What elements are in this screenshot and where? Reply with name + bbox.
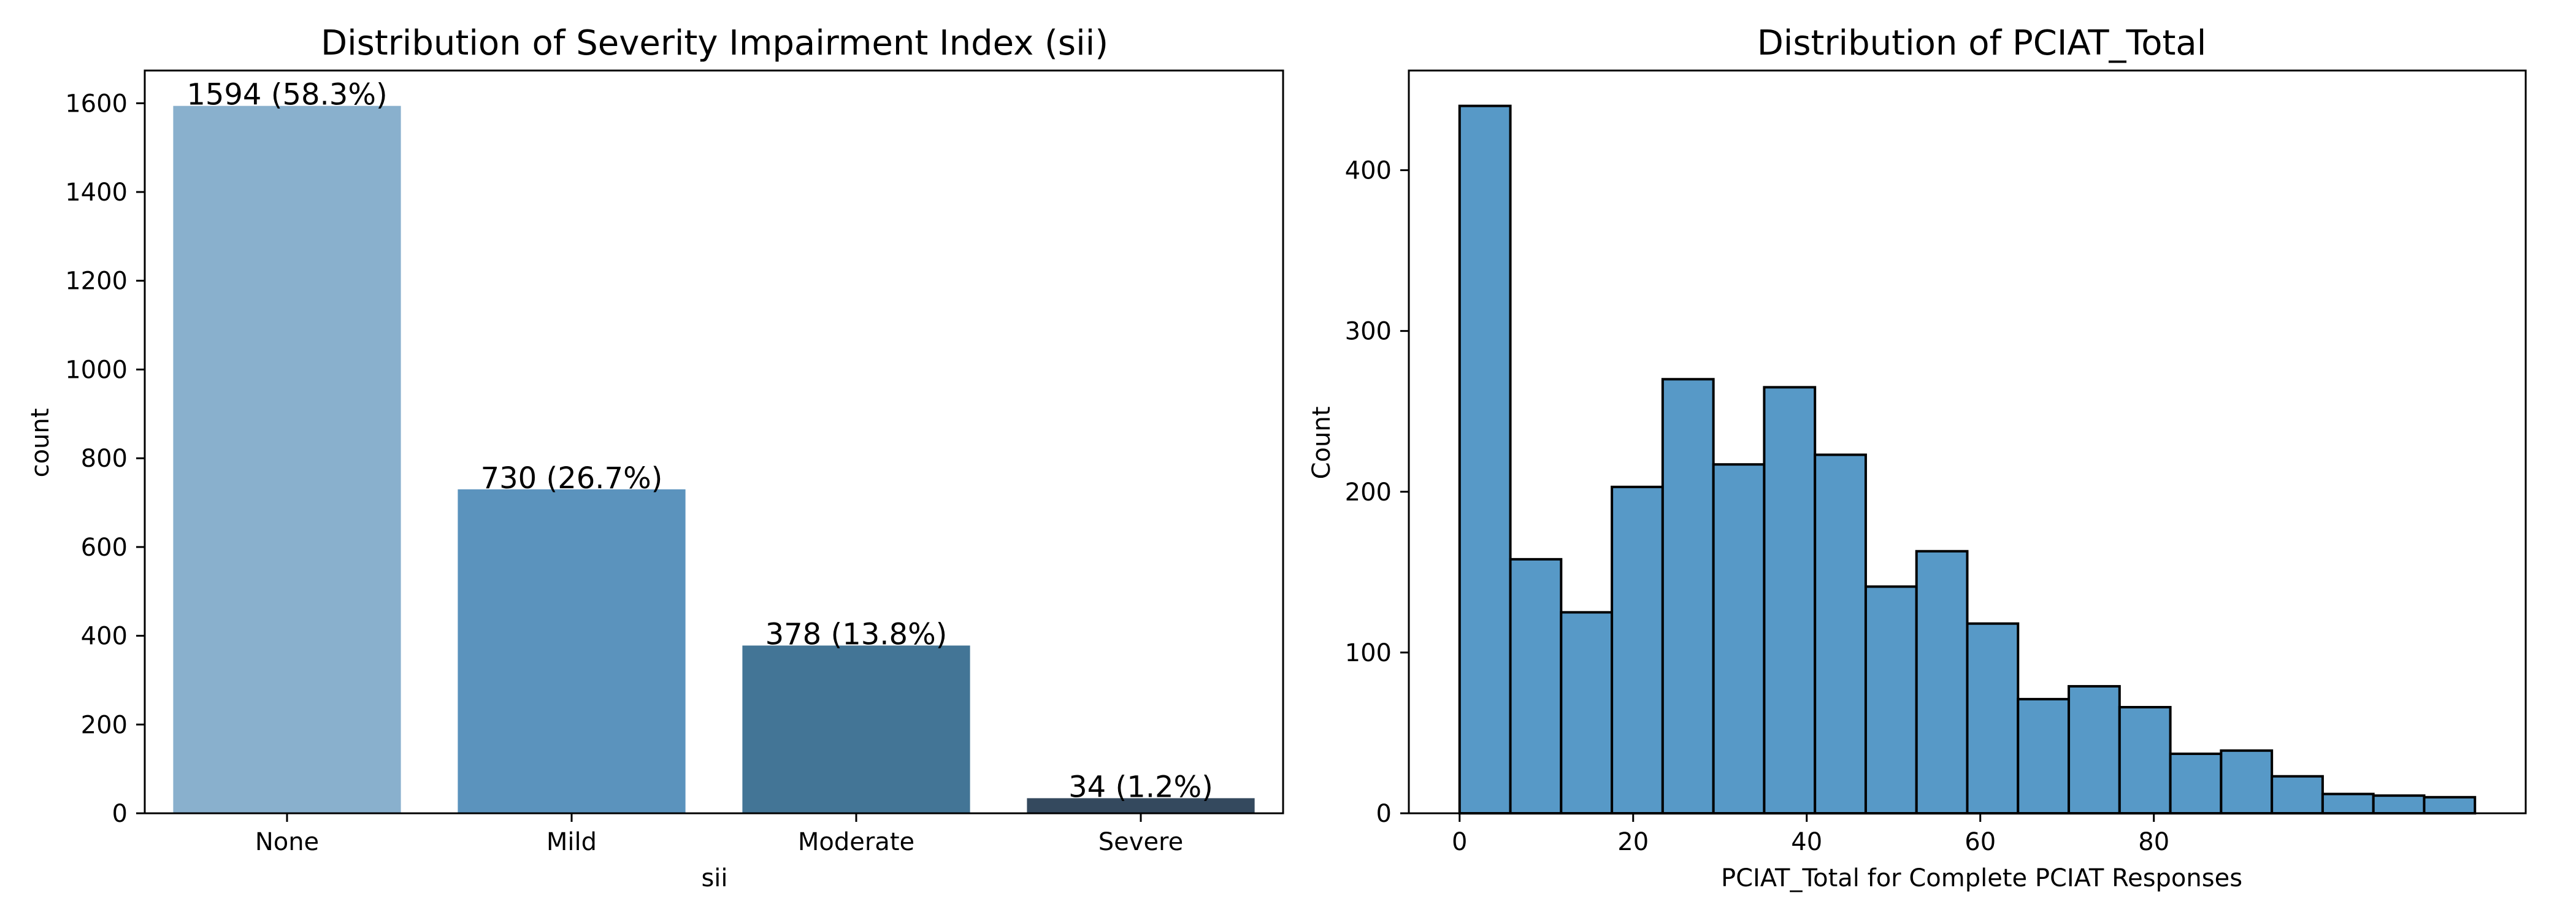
sii-bar-value-label: 34 (1.2%) [1068,770,1213,804]
pciat-histogram-bin [1661,378,1715,815]
sii-bar-moderate [742,645,970,813]
pciat-bins [1458,104,2477,815]
pciat-histogram-bin [1915,550,1969,815]
sii-y-tick-label: 1000 [65,356,128,384]
sii-bar-value-label: 1594 (58.3%) [186,78,387,112]
pciat-x-tick-label: 80 [2138,828,2169,856]
sii-y-tick-label: 800 [81,445,128,473]
pciat-histogram-bin [1458,104,1512,815]
pciat-histogram-bin [1611,485,1664,815]
pciat-y-tick-label: 200 [1345,478,1392,507]
pciat-histogram-bin [2118,706,2172,815]
sii-y-tick-label: 0 [112,800,128,828]
sii-y-tick-label: 200 [81,711,128,739]
sii-bar-severe [1027,798,1255,813]
sii-bars: 1594 (58.3%) 730 (26.7%) 378 (13.8%) 34 (1.… [173,78,1255,814]
pciat-y-tick-label: 300 [1345,318,1392,346]
pciat-x-axis-label: PCIAT_Total for Complete PCIAT Responses [1721,864,2242,892]
pciat-histogram-bin [2271,775,2324,815]
sii-x-tick-label: Moderate [798,828,914,856]
pciat-x-tick-label: 20 [1617,828,1649,856]
sii-x-tick-label: None [255,828,319,856]
sii-bar-chart: Distribution of Severity Impairment Inde… [26,23,1284,892]
sii-y-tick-label: 1400 [65,178,128,207]
sii-y-tick-label: 1600 [65,90,128,118]
pciat-plot-frame [1408,69,2527,815]
pciat-histogram-bin [1864,585,1918,815]
sii-y-tick-label: 600 [81,534,128,562]
sii-x-tick-label: Mild [546,828,597,856]
pciat-histogram-bin [1814,453,1867,815]
sii-plot-frame [144,69,1284,815]
sii-y-tick-label: 400 [81,623,128,651]
sii-bar-mild [458,489,686,813]
pciat-histogram-bin [1966,622,2020,815]
pciat-x-tick-label: 0 [1452,828,1467,856]
pciat-histogram-bin [1712,463,1766,815]
pciat-histogram-bin [1763,386,1817,815]
pciat-x-tick-label: 60 [1965,828,1996,856]
pciat-histogram-bin [2068,684,2121,815]
pciat-y-tick-label: 100 [1345,639,1392,667]
pciat-y-tick-label: 0 [1376,800,1392,828]
pciat-x-tick-label: 40 [1791,828,1822,856]
sii-x-tick-label: Severe [1098,828,1183,856]
sii-y-axis-label: count [26,408,55,478]
pciat-histogram-bin [1560,611,1614,815]
pciat-y-axis-label: Count [1308,407,1336,480]
sii-y-tick-label: 1200 [65,267,128,296]
pciat-chart-title: Distribution of PCIAT_Total [1757,23,2207,63]
pciat-histogram-bin [2169,753,2223,815]
sii-x-axis-label: sii [701,864,727,892]
sii-bar-value-label: 730 (26.7%) [481,461,663,496]
pciat-histogram-bin [2220,749,2274,815]
pciat-histogram: Distribution of PCIAT_Total Count PCIAT_… [1308,23,2527,892]
sii-axes: None Mild Moderate Severe 0 200 400 600 800 1000 1… [65,69,1284,856]
pciat-histogram-bin [1509,558,1563,815]
sii-bar-value-label: 378 (13.8%) [765,617,948,651]
pciat-axes: 0 20 40 60 80 0 100 200 300 400 [1345,69,2527,856]
pciat-histogram-bin [2423,795,2477,815]
pciat-y-tick-label: 400 [1345,157,1392,185]
sii-chart-title: Distribution of Severity Impairment Inde… [321,23,1108,63]
sii-bar-none [173,105,401,814]
pciat-histogram-bin [2321,792,2375,815]
pciat-histogram-bin [2017,697,2071,815]
pciat-histogram-bin [2372,794,2426,815]
